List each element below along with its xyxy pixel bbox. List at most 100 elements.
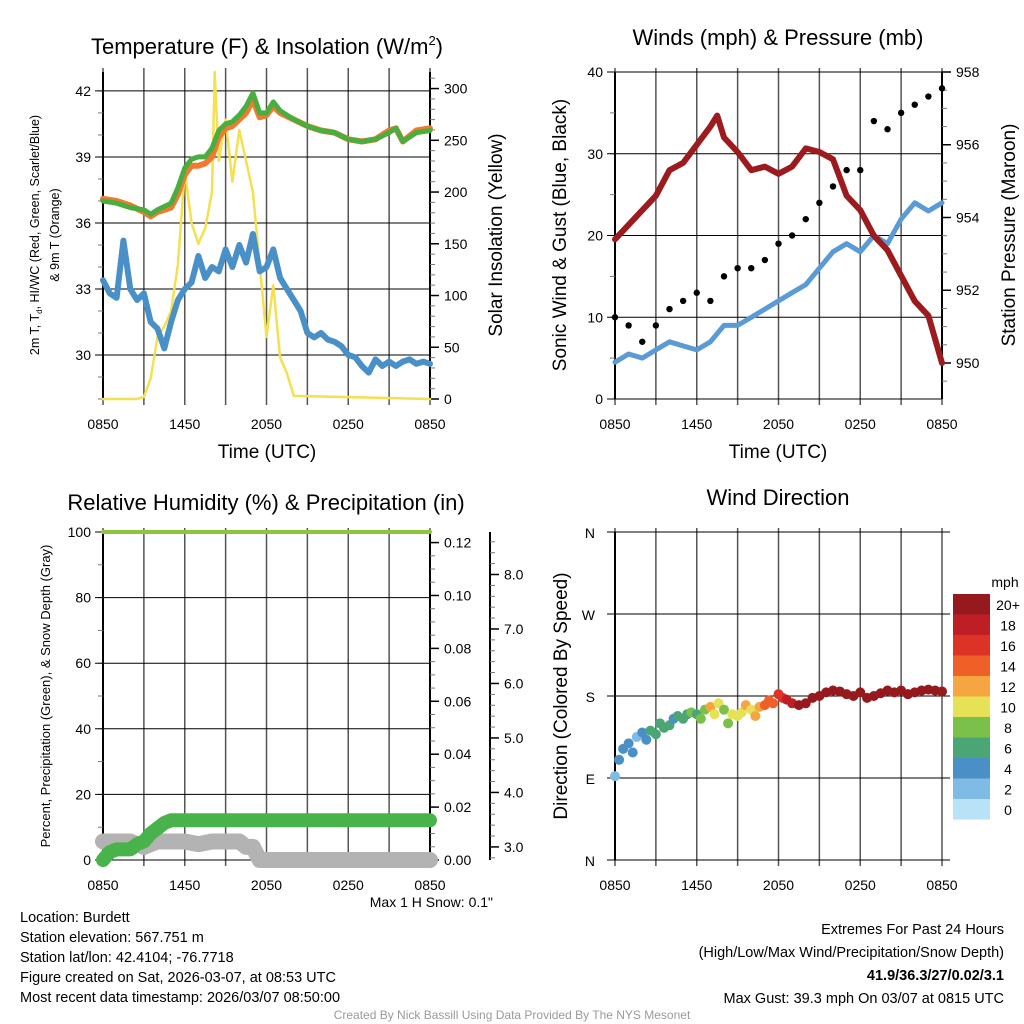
wind-plot: 0850 1450 2050 0250 0850 0 10 20 30 40 950 952 954 95… bbox=[587, 64, 979, 432]
direction-point bbox=[719, 704, 729, 715]
colorbar-label: 14 bbox=[1000, 659, 1016, 675]
direction-point bbox=[937, 686, 947, 697]
rh-third-ytick: 6.0 bbox=[504, 675, 524, 691]
temp-right-ytick: 300 bbox=[444, 81, 468, 97]
rh-ytick: 0 bbox=[83, 852, 91, 868]
gust-point bbox=[707, 297, 714, 305]
gust-point bbox=[639, 338, 646, 345]
wind-xtick: 0250 bbox=[845, 416, 876, 432]
wind-xtick: 0850 bbox=[599, 416, 630, 432]
direction-point bbox=[750, 711, 761, 722]
rh-xtick: 1450 bbox=[169, 877, 200, 893]
wind-ytick: 10 bbox=[587, 309, 603, 325]
temp-series-0-line bbox=[100, 90, 433, 217]
colorbar-swatch bbox=[953, 758, 990, 779]
rh-ytick: 80 bbox=[75, 590, 91, 606]
colorbar-swatch bbox=[953, 676, 990, 697]
direction-point bbox=[723, 718, 734, 729]
gust-point bbox=[816, 199, 823, 206]
gust-point bbox=[857, 166, 864, 174]
gust-point bbox=[679, 297, 687, 305]
direction-point bbox=[800, 698, 811, 709]
rh-third-ytick: 5.0 bbox=[504, 730, 524, 746]
colorbar-label: 4 bbox=[1004, 761, 1012, 777]
gust-point bbox=[788, 232, 796, 239]
colorbar-label: 6 bbox=[1004, 741, 1012, 757]
colorbar-swatch bbox=[953, 696, 990, 718]
wind-ytick: 40 bbox=[587, 64, 603, 80]
gust-point bbox=[652, 322, 660, 329]
rh-right-ytick: 0.04 bbox=[444, 746, 471, 762]
temp-ytick: 30 bbox=[75, 347, 91, 363]
rh-xtick: 2050 bbox=[251, 877, 282, 893]
dir-xtick: 0850 bbox=[599, 877, 630, 893]
rh-right-ytick: 0.00 bbox=[444, 852, 471, 868]
gust-point bbox=[870, 117, 878, 125]
dir-xtick: 0250 bbox=[845, 877, 876, 893]
direction-point bbox=[705, 701, 716, 712]
wind-right-ytick: 950 bbox=[956, 355, 980, 371]
temp-series-2-line bbox=[100, 231, 433, 376]
footer-recent-data: Most recent data timestamp: 2026/03/07 0… bbox=[20, 990, 340, 1006]
rh-ytick: 60 bbox=[75, 655, 91, 671]
gust-point bbox=[625, 322, 632, 329]
dir-ytick: E bbox=[586, 771, 595, 787]
rh-xtick: 0850 bbox=[87, 877, 118, 893]
rh-right-ytick: 0.12 bbox=[444, 535, 471, 551]
temp-ytick: 36 bbox=[75, 215, 91, 231]
extremes-legend: (High/Low/Max Wind/Precipitation/Snow De… bbox=[699, 945, 1004, 961]
direction-point bbox=[709, 709, 720, 720]
colorbar-label: 18 bbox=[1000, 618, 1016, 634]
gust-point bbox=[761, 256, 769, 264]
colorbar-swatch bbox=[953, 614, 990, 636]
rh-xtick: 0250 bbox=[333, 877, 364, 893]
temp-right-ytick: 0 bbox=[444, 391, 452, 407]
temp-xtick: 0850 bbox=[87, 416, 118, 432]
wind-right-ytick: 952 bbox=[956, 282, 980, 298]
dir-xtick: 2050 bbox=[763, 877, 794, 893]
colorbar-swatch bbox=[953, 717, 990, 738]
temp-right-ytick: 150 bbox=[444, 236, 468, 252]
rh-third-ytick: 4.0 bbox=[504, 784, 524, 800]
direction-point bbox=[637, 727, 648, 738]
temp-right-ytick: 100 bbox=[444, 288, 468, 304]
max-snow-annotation: Max 1 H Snow: 0.1" bbox=[370, 894, 493, 910]
rh-right-ytick: 0.06 bbox=[444, 693, 471, 709]
rh-ylabel: Percent, Precipitation (Green), & Snow D… bbox=[38, 545, 53, 848]
speed-colorbar: mph 20+ 18 16 14 12 10 8 6 4 2 0 bbox=[953, 574, 1020, 820]
dir-ytick: S bbox=[586, 689, 595, 705]
dir-xtick: 0850 bbox=[926, 877, 957, 893]
wind-right-ytick: 956 bbox=[956, 137, 980, 153]
temp-xtick: 2050 bbox=[251, 416, 282, 432]
colorbar-swatch bbox=[953, 655, 990, 677]
temp-ytick: 33 bbox=[75, 281, 91, 297]
temp-xtick: 0850 bbox=[414, 416, 445, 432]
direction-point bbox=[736, 707, 747, 718]
colorbar-label: 16 bbox=[1000, 638, 1016, 654]
gust-point bbox=[843, 166, 850, 174]
gust-point bbox=[938, 85, 946, 92]
gust-point bbox=[720, 273, 728, 280]
colorbar-label: 20+ bbox=[996, 597, 1020, 613]
dir-ytick: N bbox=[585, 525, 595, 541]
extremes-values: 41.9/36.3/27/0.02/3.1 bbox=[867, 968, 1004, 984]
temp-xlabel: Time (UTC) bbox=[218, 442, 317, 463]
gust-point bbox=[611, 314, 619, 321]
direction-point bbox=[627, 747, 638, 758]
temp-ylabel-line2: & 9m T (Orange) bbox=[48, 188, 62, 281]
gust-point bbox=[734, 265, 741, 272]
rh-ytick: 100 bbox=[68, 524, 92, 540]
gust-point bbox=[693, 289, 700, 296]
gust-point bbox=[911, 101, 918, 108]
colorbar-title: mph bbox=[991, 574, 1018, 590]
gust-point bbox=[829, 183, 837, 190]
rh-series-2-line bbox=[96, 813, 437, 867]
gust-point bbox=[884, 126, 891, 133]
direction-point bbox=[614, 754, 625, 765]
rh-chart-title: Relative Humidity (%) & Precipitation (i… bbox=[67, 490, 464, 515]
direction-point bbox=[855, 687, 866, 698]
credit-line: Created By Nick Bassill Using Data Provi… bbox=[334, 1008, 691, 1022]
colorbar-label: 8 bbox=[1004, 720, 1012, 736]
rh-right-ytick: 0.02 bbox=[444, 799, 471, 815]
